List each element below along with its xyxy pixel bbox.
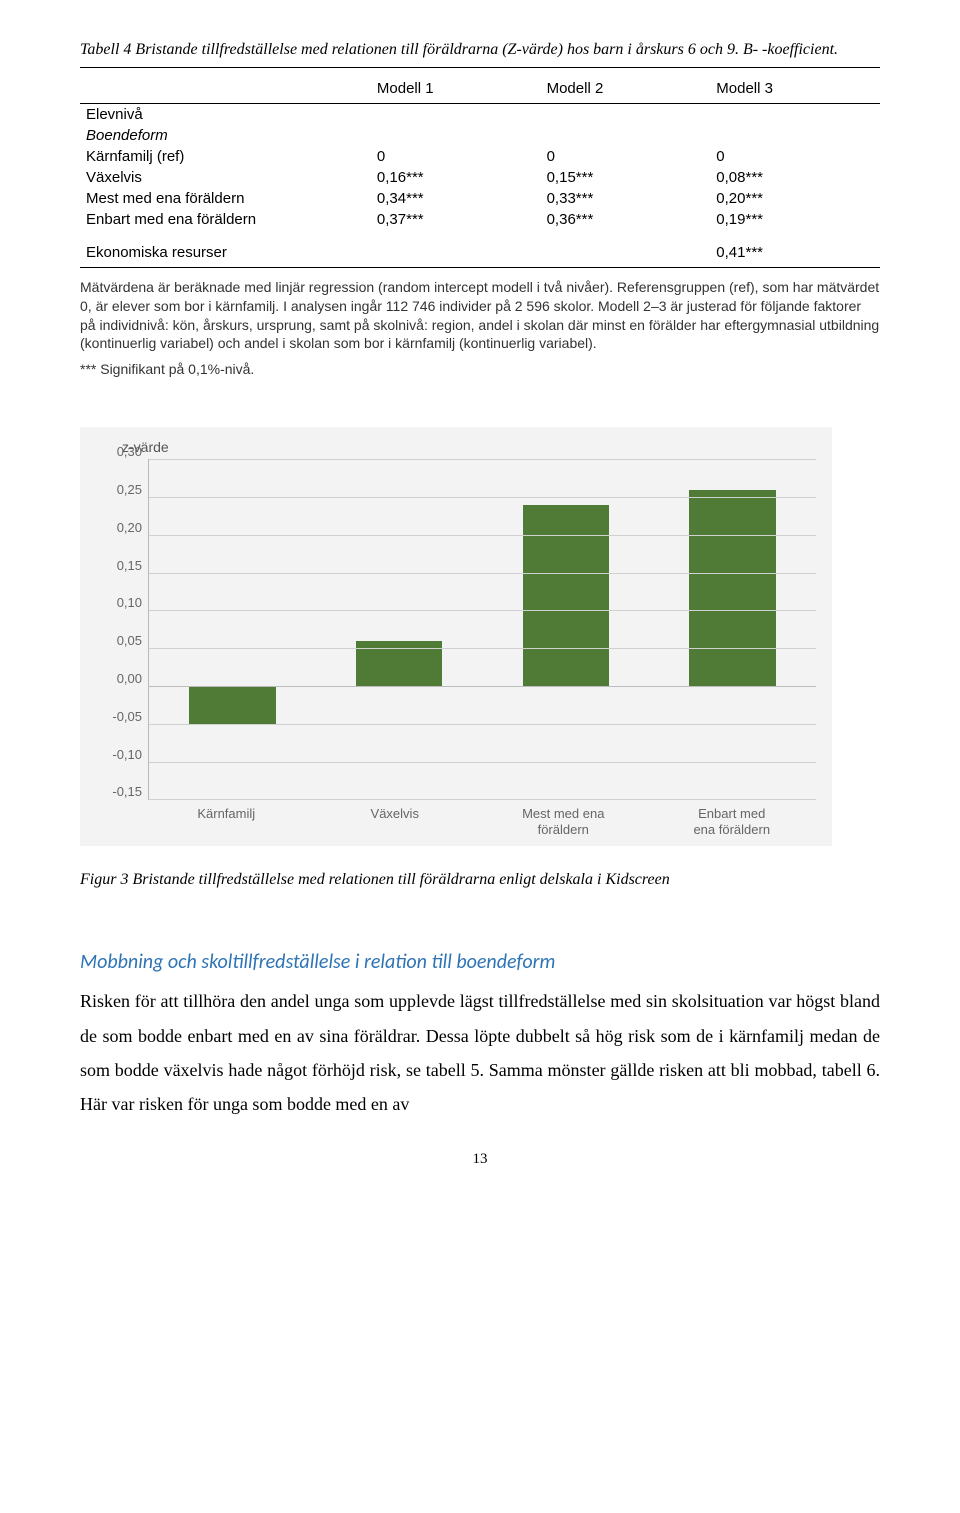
table4-h1: Modell 1	[371, 78, 541, 104]
chart-bar	[189, 686, 275, 724]
cell: 0	[541, 146, 711, 167]
cell: 0,34***	[371, 188, 541, 209]
cell: 0,33***	[541, 188, 711, 209]
chart-x-label: Mest med enaföräldern	[503, 806, 624, 837]
body-paragraph: Risken för att tillhöra den andel unga s…	[80, 984, 880, 1121]
cell: Enbart med ena föräldern	[80, 209, 371, 230]
table4-h0	[80, 78, 371, 104]
cell: 0,15***	[541, 167, 711, 188]
cell: 0,36***	[541, 209, 711, 230]
table4: Modell 1 Modell 2 Modell 3 Elevnivå Boen…	[80, 78, 880, 378]
cell	[371, 242, 541, 268]
figure3-caption: Figur 3 Bristande tillfredställelse med …	[80, 870, 880, 891]
cell: 0,37***	[371, 209, 541, 230]
table-row: Ekonomiska resurser 0,41***	[80, 242, 880, 268]
table4-table: Modell 1 Modell 2 Modell 3 Elevnivå Boen…	[80, 78, 880, 268]
table4-section1-sub: Boendeform	[80, 125, 371, 146]
z-value-bar-chart: z-värde 0,300,250,200,150,100,050,00-0,0…	[80, 427, 832, 845]
table4-caption: Tabell 4 Bristande tillfredställelse med…	[80, 40, 880, 61]
table4-top-rule	[80, 67, 880, 68]
chart-y-title: z-värde	[96, 439, 816, 455]
cell: 0,41***	[710, 242, 880, 268]
table4-note: Mätvärdena är beräknade med linjär regre…	[80, 278, 880, 354]
table4-h2: Modell 2	[541, 78, 711, 104]
chart-bar-slot	[339, 459, 459, 799]
table-row: Kärnfamilj (ref) 0 0 0	[80, 146, 880, 167]
cell: Mest med ena föräldern	[80, 188, 371, 209]
chart-x-label: Enbart medena föräldern	[671, 806, 792, 837]
table4-section1: Elevnivå	[80, 103, 371, 125]
chart-bar-slot	[172, 459, 292, 799]
cell: 0	[710, 146, 880, 167]
table-row: Mest med ena föräldern 0,34*** 0,33*** 0…	[80, 188, 880, 209]
cell	[541, 242, 711, 268]
table-row: Växelvis 0,16*** 0,15*** 0,08***	[80, 167, 880, 188]
cell: Ekonomiska resurser	[80, 242, 371, 268]
chart-x-label: Kärnfamilj	[166, 806, 287, 837]
chart-bars	[149, 459, 816, 799]
table4-significance: *** Signifikant på 0,1%-nivå.	[80, 361, 880, 377]
cell: 0,08***	[710, 167, 880, 188]
cell: 0,20***	[710, 188, 880, 209]
chart-x-label: Växelvis	[334, 806, 455, 837]
page-number: 13	[80, 1151, 880, 1168]
chart-bar-slot	[506, 459, 626, 799]
table-row: Enbart med ena föräldern 0,37*** 0,36***…	[80, 209, 880, 230]
cell: Växelvis	[80, 167, 371, 188]
section-heading-mobbning: Mobbning och skoltillfredställelse i rel…	[80, 950, 880, 974]
cell: 0,16***	[371, 167, 541, 188]
chart-bar-slot	[673, 459, 793, 799]
cell: 0,19***	[710, 209, 880, 230]
cell: 0	[371, 146, 541, 167]
chart-plot-area	[148, 459, 816, 800]
chart-bar	[689, 490, 775, 686]
table4-h3: Modell 3	[710, 78, 880, 104]
cell: Kärnfamilj (ref)	[80, 146, 371, 167]
chart-bar	[523, 505, 609, 686]
chart-y-axis: 0,300,250,200,150,100,050,00-0,05-0,10-0…	[96, 459, 148, 799]
chart-x-axis: Kärnfamilj Växelvis Mest med enaföräldern E…	[142, 806, 816, 837]
